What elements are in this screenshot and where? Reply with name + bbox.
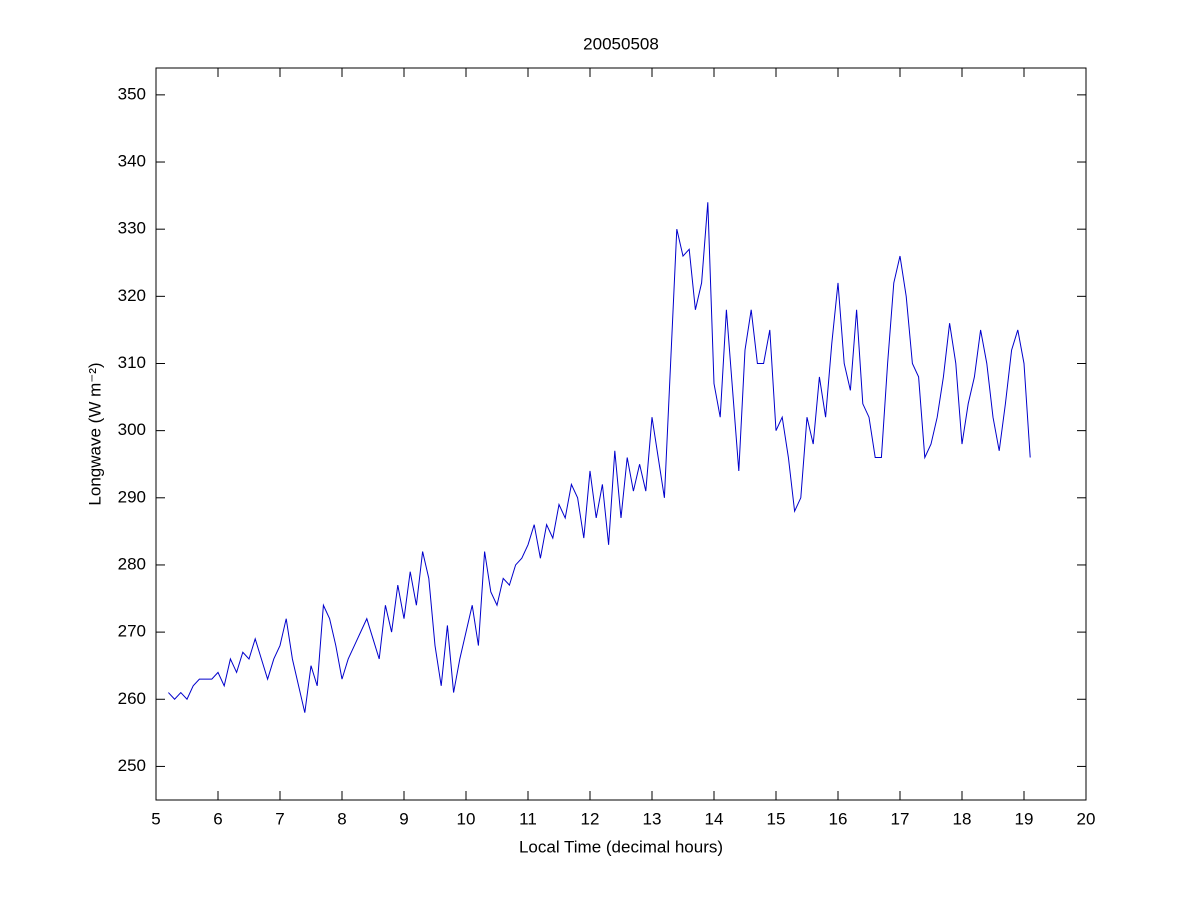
y-tick-label: 350 [118, 84, 146, 103]
x-tick-label: 11 [519, 809, 537, 828]
y-tick-label: 280 [118, 554, 146, 573]
x-tick-label: 12 [581, 809, 600, 828]
x-axis-label: Local Time (decimal hours) [519, 837, 723, 856]
x-tick-label: 14 [705, 809, 724, 828]
y-tick-label: 290 [118, 487, 146, 506]
x-tick-label: 13 [643, 809, 662, 828]
y-axis-label: Longwave (W m⁻²) [85, 362, 104, 505]
x-tick-label: 7 [275, 809, 284, 828]
x-tick-label: 6 [213, 809, 222, 828]
y-tick-label: 330 [118, 219, 146, 238]
data-line [168, 202, 1031, 713]
plot-frame [155, 67, 1087, 801]
x-tick-label: 18 [953, 809, 972, 828]
x-tick-label: 15 [767, 809, 786, 828]
y-tick-label: 340 [118, 152, 146, 171]
y-tick-label: 270 [118, 622, 146, 641]
y-tick-label: 300 [118, 420, 146, 439]
y-tick-label: 320 [118, 286, 146, 305]
x-tick-label: 5 [151, 809, 160, 828]
x-tick-label: 9 [399, 809, 408, 828]
x-tick-label: 20 [1077, 809, 1096, 828]
x-tick-label: 16 [829, 809, 848, 828]
x-tick-label: 17 [891, 809, 910, 828]
x-tick-label: 10 [457, 809, 476, 828]
chart-title: 20050508 [583, 34, 659, 53]
x-tick-label: 8 [337, 809, 346, 828]
y-tick-label: 250 [118, 756, 146, 775]
y-tick-label: 260 [118, 689, 146, 708]
x-tick-label: 19 [1015, 809, 1034, 828]
y-tick-label: 310 [118, 353, 146, 372]
